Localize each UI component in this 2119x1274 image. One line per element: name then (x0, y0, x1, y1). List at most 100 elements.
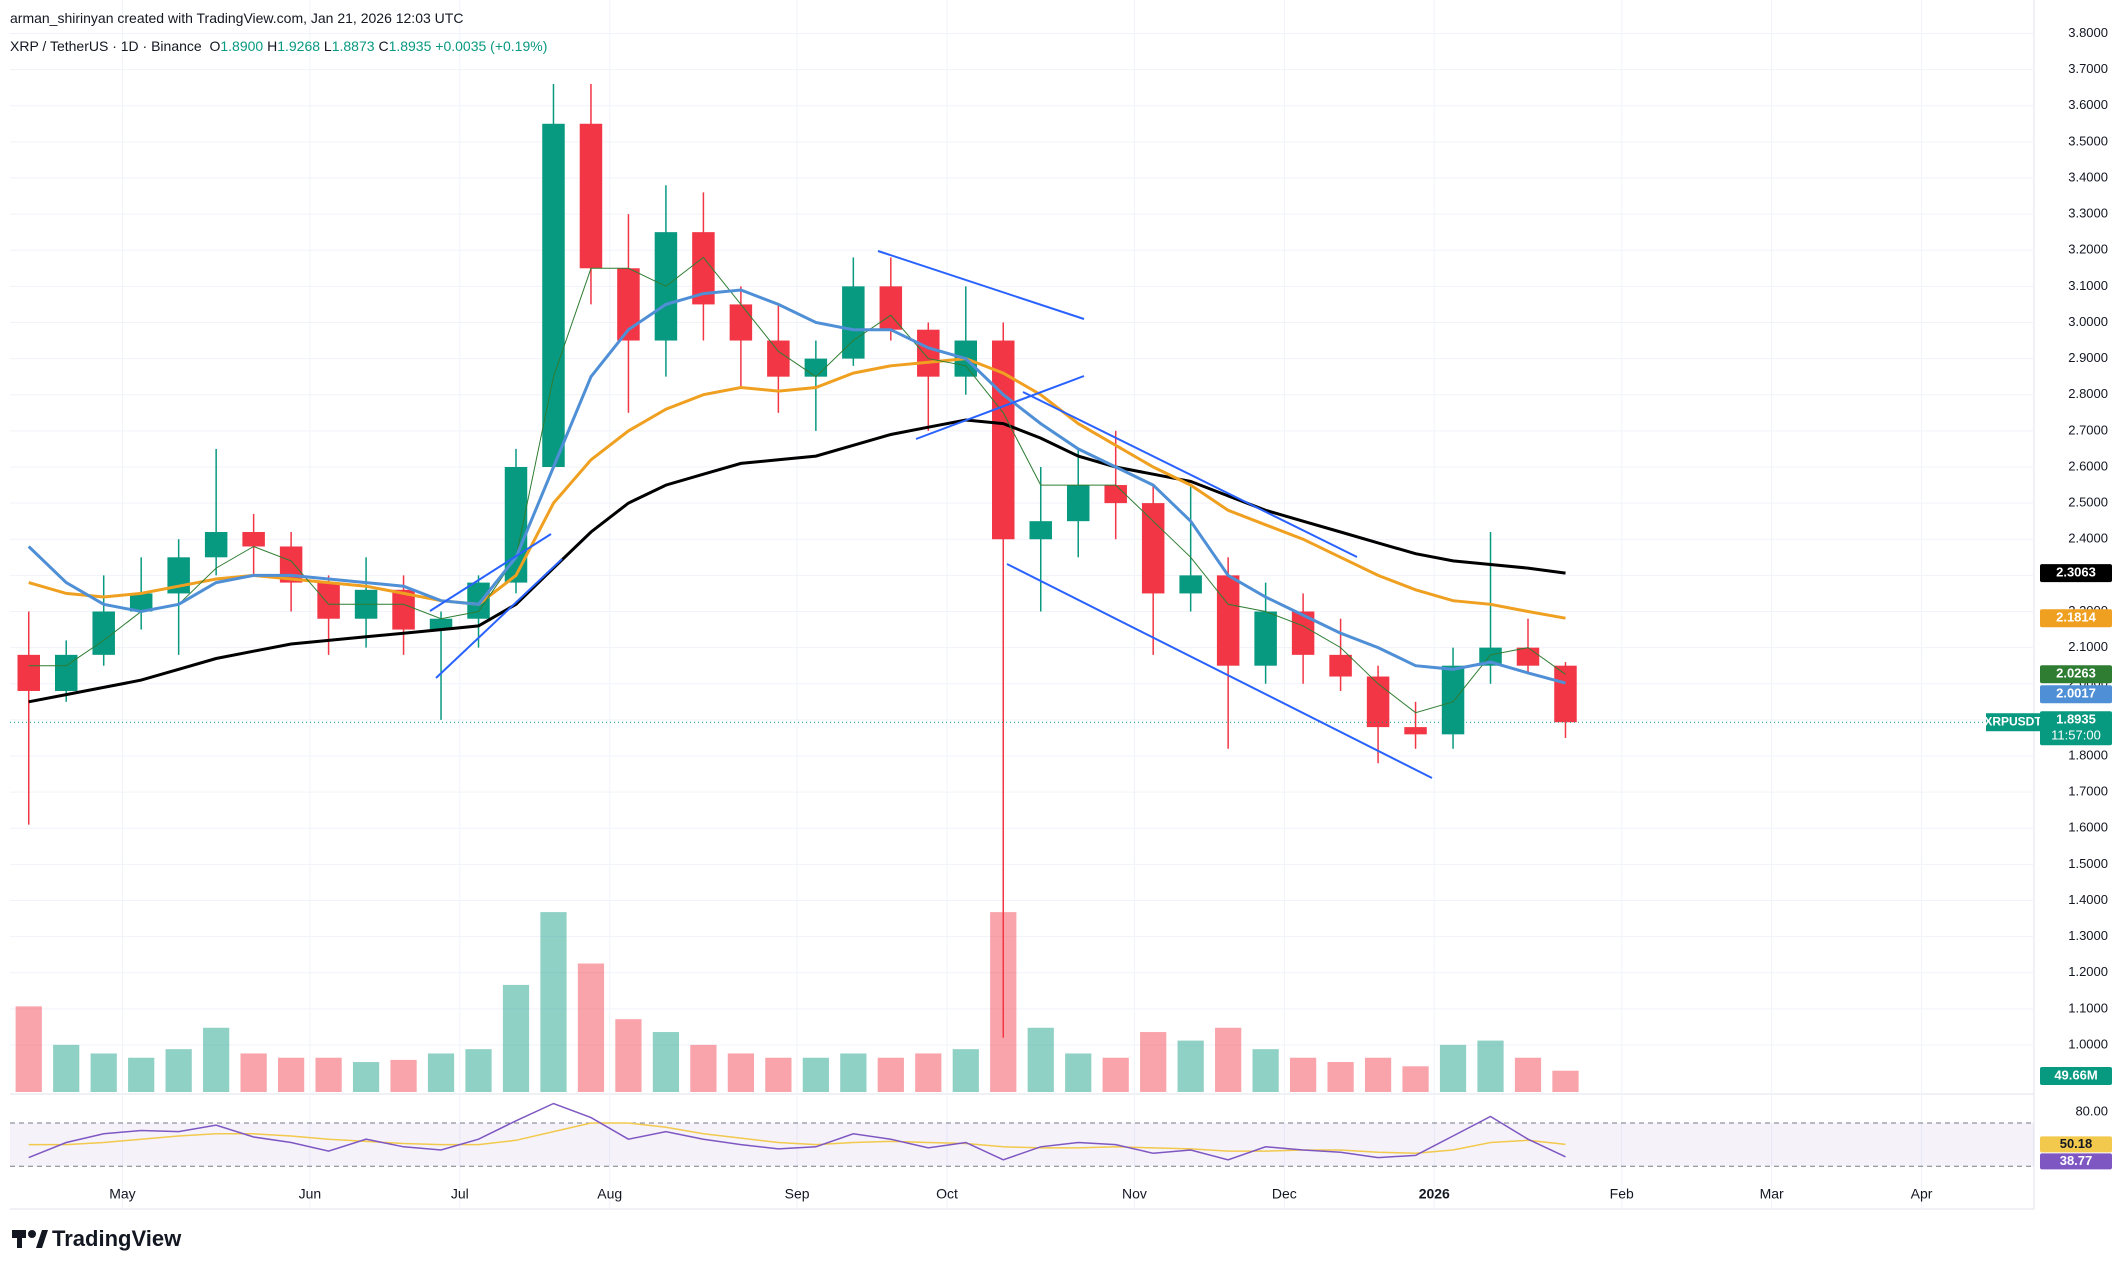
candle-body (1104, 485, 1127, 504)
y-tick-label: 3.8000 (2068, 25, 2108, 40)
logo-mark (36, 1230, 48, 1248)
rsi-ma-badge-bg (2040, 1136, 2112, 1153)
change: +0.0035 (+0.19%) (435, 38, 548, 54)
candle-body (729, 304, 753, 341)
candle-body (767, 340, 790, 377)
rsi-badge-bg (2040, 1153, 2112, 1170)
symbol: XRP / TetherUS · 1D · Binance (10, 38, 202, 54)
logo-mark (17, 1230, 22, 1248)
volume-bar (1552, 1070, 1579, 1092)
ma-value-badge-bg (2040, 609, 2112, 628)
volume-bar (1027, 1027, 1054, 1092)
rsi-line (28, 1102, 1566, 1161)
candle-body (1291, 611, 1315, 655)
volume-bar (1215, 1027, 1242, 1092)
candle-body (204, 532, 228, 558)
candle-body (1066, 485, 1090, 522)
y-tick-label: 1.6000 (2068, 820, 2108, 835)
volume-bar (277, 1057, 305, 1092)
trendline (1022, 391, 1358, 558)
y-tick-label: 1.8000 (2068, 747, 2108, 762)
candle-body (842, 286, 865, 359)
volume-bar (1477, 1040, 1504, 1092)
moving-average (27, 288, 1566, 685)
volume-bar (315, 1057, 342, 1092)
x-tick-label: May (109, 1186, 135, 1202)
logo-text: TradingView (52, 1226, 182, 1251)
y-tick-label: 2.4000 (2068, 531, 2108, 546)
y-tick-label: 1.7000 (2068, 784, 2108, 799)
price-badge-bg (2040, 711, 2112, 746)
logo: TradingView (12, 1226, 182, 1251)
ohlc-value: 1.9268 (277, 38, 321, 54)
volume-bar (1327, 1062, 1354, 1092)
volume-bar (128, 1057, 155, 1092)
ohlc-label: H (267, 38, 278, 54)
ma-value-badge-bg (2040, 564, 2112, 583)
volume-bar (952, 1049, 979, 1092)
x-tick-label: Dec (1272, 1186, 1297, 1202)
candle-body (1029, 521, 1052, 540)
candle-body (17, 654, 40, 691)
volume-bar (1402, 1066, 1429, 1092)
ma-value-badge: 2.0263 (2056, 666, 2096, 681)
volume-bar (53, 1044, 80, 1092)
candle-body (429, 618, 453, 630)
moving-average (28, 357, 1566, 620)
candle-body (1441, 665, 1465, 735)
y-tick-label: 1.5000 (2068, 856, 2108, 871)
ohlc-value: 1.8873 (331, 38, 375, 54)
y-tick-label: 1.1000 (2068, 1000, 2108, 1015)
volume-bar (1140, 1032, 1167, 1092)
x-tick-label: Nov (1122, 1186, 1147, 1202)
volume-bar (540, 912, 567, 1092)
candle-body (1554, 665, 1577, 723)
countdown: 11:57:00 (2051, 728, 2101, 743)
candle-body (317, 582, 340, 619)
volume-bar (727, 1053, 755, 1092)
volume-bar (1439, 1044, 1467, 1092)
y-tick-label: 2.5000 (2068, 495, 2108, 510)
volume-bar (427, 1053, 455, 1092)
candle-body (1179, 575, 1202, 594)
volume-badge-bg (2040, 1067, 2112, 1085)
ma-value-badge-bg (2040, 665, 2112, 684)
ma-value-badge: 2.0017 (2056, 686, 2096, 701)
candle-body (92, 611, 115, 655)
trendline (435, 558, 563, 679)
y-tick-label: 1.3000 (2068, 928, 2108, 943)
y-tick-label: 3.5000 (2068, 133, 2108, 148)
candle-body (804, 358, 828, 377)
volume-bar (352, 1062, 380, 1092)
volume-bar (615, 1019, 642, 1092)
volume-bar (840, 1053, 867, 1092)
x-tick-label: Jun (299, 1186, 322, 1202)
y-tick-label: 2.8000 (2068, 386, 2108, 401)
volume-bar (240, 1053, 267, 1092)
volume-bar (90, 1053, 117, 1092)
candle-body (1216, 575, 1240, 666)
volume-bar (1514, 1057, 1542, 1092)
y-tick-label: 1.0000 (2068, 1036, 2108, 1051)
price-badge: 1.8935 (2056, 712, 2096, 727)
candle-body (1254, 611, 1277, 666)
header: arman_shirinyan created with TradingView… (10, 4, 547, 60)
y-tick-label: 2.7000 (2068, 422, 2108, 437)
volume-bar (802, 1057, 829, 1092)
y-tick-label: 3.3000 (2068, 206, 2108, 221)
ohlc-label: O (209, 38, 221, 54)
ohlc-label: L (323, 38, 332, 54)
y-tick-label: 3.4000 (2068, 169, 2108, 184)
candle-body (879, 286, 903, 330)
trendline (877, 250, 1085, 320)
x-tick-label: Mar (1760, 1186, 1784, 1202)
candle-body (467, 582, 490, 619)
x-tick-label: Oct (936, 1186, 958, 1202)
volume-bar (577, 963, 605, 1092)
legend: XRP / TetherUS · 1D · Binance O1.8900 H1… (10, 32, 547, 60)
x-tick-label: Apr (1911, 1186, 1933, 1202)
y-tick-label: 2.1000 (2068, 639, 2108, 654)
logo-mark (28, 1230, 36, 1238)
candle-body (1404, 727, 1427, 735)
